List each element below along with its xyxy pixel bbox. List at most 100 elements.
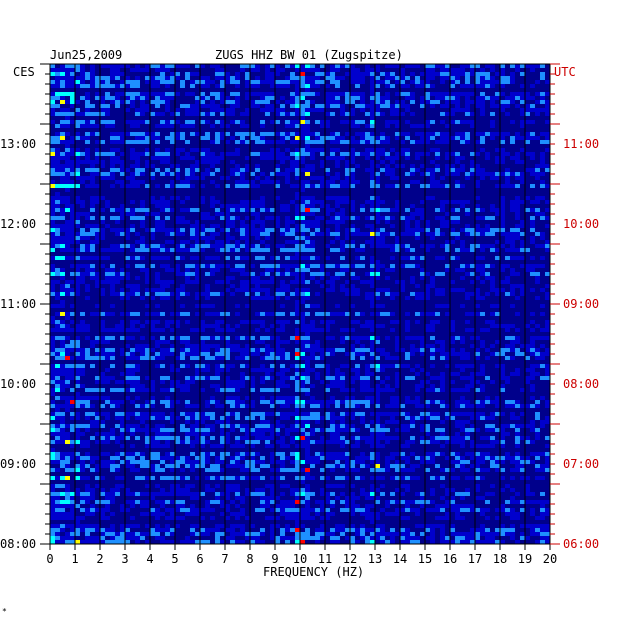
spectrogram-cell <box>215 196 220 200</box>
spectrogram-cell <box>430 224 435 228</box>
spectrogram-cell <box>95 64 100 68</box>
spectrogram-cell <box>160 76 165 80</box>
spectrogram-cell <box>455 332 460 336</box>
spectrogram-cell <box>425 156 430 160</box>
spectrogram-cell <box>215 360 220 364</box>
spectrogram-cell <box>480 252 485 256</box>
spectrogram-cell <box>225 132 230 136</box>
spectrogram-cell <box>370 124 375 128</box>
spectrogram-cell <box>95 96 100 100</box>
spectrogram-cell <box>410 340 415 344</box>
spectrogram-cell <box>410 116 415 120</box>
spectrogram-cell <box>490 252 495 256</box>
spectrogram-cell <box>265 228 270 232</box>
spectrogram-cell <box>130 64 135 68</box>
spectrogram-cell <box>215 144 220 148</box>
spectrogram-cell <box>165 164 170 168</box>
spectrogram-cell <box>385 300 390 304</box>
spectrogram-cell <box>115 304 120 308</box>
spectrogram-cell <box>380 176 385 180</box>
spectrogram-cell <box>310 236 315 240</box>
spectrogram-cell <box>210 308 215 312</box>
spectrogram-cell <box>70 272 75 276</box>
spectrogram-cell <box>230 100 235 104</box>
spectrogram-cell <box>225 160 230 164</box>
spectrogram-cell <box>250 156 255 160</box>
spectrogram-cell <box>240 276 245 280</box>
spectrogram-cell <box>445 328 450 332</box>
spectrogram-cell <box>75 72 80 76</box>
spectrogram-cell <box>160 312 165 316</box>
spectrogram-cell <box>460 284 465 288</box>
spectrogram-cell <box>405 208 410 212</box>
spectrogram-cell <box>75 80 80 84</box>
spectrogram-cell <box>150 304 155 308</box>
spectrogram-cell <box>485 96 490 100</box>
spectrogram-cell <box>465 260 470 264</box>
spectrogram-cell <box>140 320 145 324</box>
spectrogram-cell <box>175 116 180 120</box>
spectrogram-cell <box>285 312 290 316</box>
spectrogram-cell <box>375 280 380 284</box>
spectrogram-cell <box>205 108 210 112</box>
spectrogram-cell <box>210 328 215 332</box>
spectrogram-cell <box>320 144 325 148</box>
spectrogram-cell <box>215 300 220 304</box>
spectrogram-cell <box>50 324 55 328</box>
spectrogram-cell <box>525 88 530 92</box>
spectrogram-cell <box>395 180 400 184</box>
spectrogram-cell <box>545 300 550 304</box>
spectrogram-cell <box>295 116 300 120</box>
spectrogram-cell <box>160 144 165 148</box>
spectrogram-cell <box>460 256 465 260</box>
spectrogram-cell <box>155 120 160 124</box>
spectrogram-cell <box>205 124 210 128</box>
spectrogram-cell <box>435 312 440 316</box>
spectrogram-cell <box>155 152 160 156</box>
spectrogram-cell <box>105 184 110 188</box>
spectrogram-cell <box>280 120 285 124</box>
spectrogram-cell <box>425 340 430 344</box>
spectrogram-cell <box>200 256 205 260</box>
spectrogram-cell <box>345 300 350 304</box>
spectrogram-cell <box>475 120 480 124</box>
spectrogram-cell <box>210 72 215 76</box>
spectrogram-cell <box>370 232 375 236</box>
spectrogram-cell <box>305 272 310 276</box>
spectrogram-cell <box>525 72 530 76</box>
spectrogram-cell <box>235 316 240 320</box>
spectrogram-cell <box>520 80 525 84</box>
spectrogram-cell <box>380 208 385 212</box>
spectrogram-cell <box>450 140 455 144</box>
spectrogram-cell <box>180 184 185 188</box>
spectrogram-cell <box>285 232 290 236</box>
spectrogram-cell <box>230 80 235 84</box>
spectrogram-cell <box>205 208 210 212</box>
spectrogram-cell <box>385 344 390 348</box>
spectrogram-cell <box>405 192 410 196</box>
spectrogram-cell <box>405 212 410 216</box>
spectrogram-cell <box>145 152 150 156</box>
spectrogram-cell <box>365 136 370 140</box>
spectrogram-cell <box>260 128 265 132</box>
spectrogram-cell <box>250 248 255 252</box>
spectrogram-cell <box>150 140 155 144</box>
spectrogram-cell <box>385 324 390 328</box>
spectrogram-cell <box>455 208 460 212</box>
spectrogram-cell <box>180 328 185 332</box>
spectrogram-cell <box>180 364 185 368</box>
spectrogram-cell <box>500 188 505 192</box>
spectrogram-cell <box>345 76 350 80</box>
spectrogram-cell <box>410 296 415 300</box>
spectrogram-cell <box>525 312 530 316</box>
spectrogram-cell <box>65 212 70 216</box>
spectrogram-cell <box>340 344 345 348</box>
spectrogram-cell <box>435 200 440 204</box>
spectrogram-cell <box>275 248 280 252</box>
spectrogram-cell <box>430 304 435 308</box>
spectrogram-cell <box>430 260 435 264</box>
spectrogram-cell <box>255 244 260 248</box>
spectrogram-cell <box>130 72 135 76</box>
spectrogram-cell <box>375 184 380 188</box>
spectrogram-cell <box>305 228 310 232</box>
